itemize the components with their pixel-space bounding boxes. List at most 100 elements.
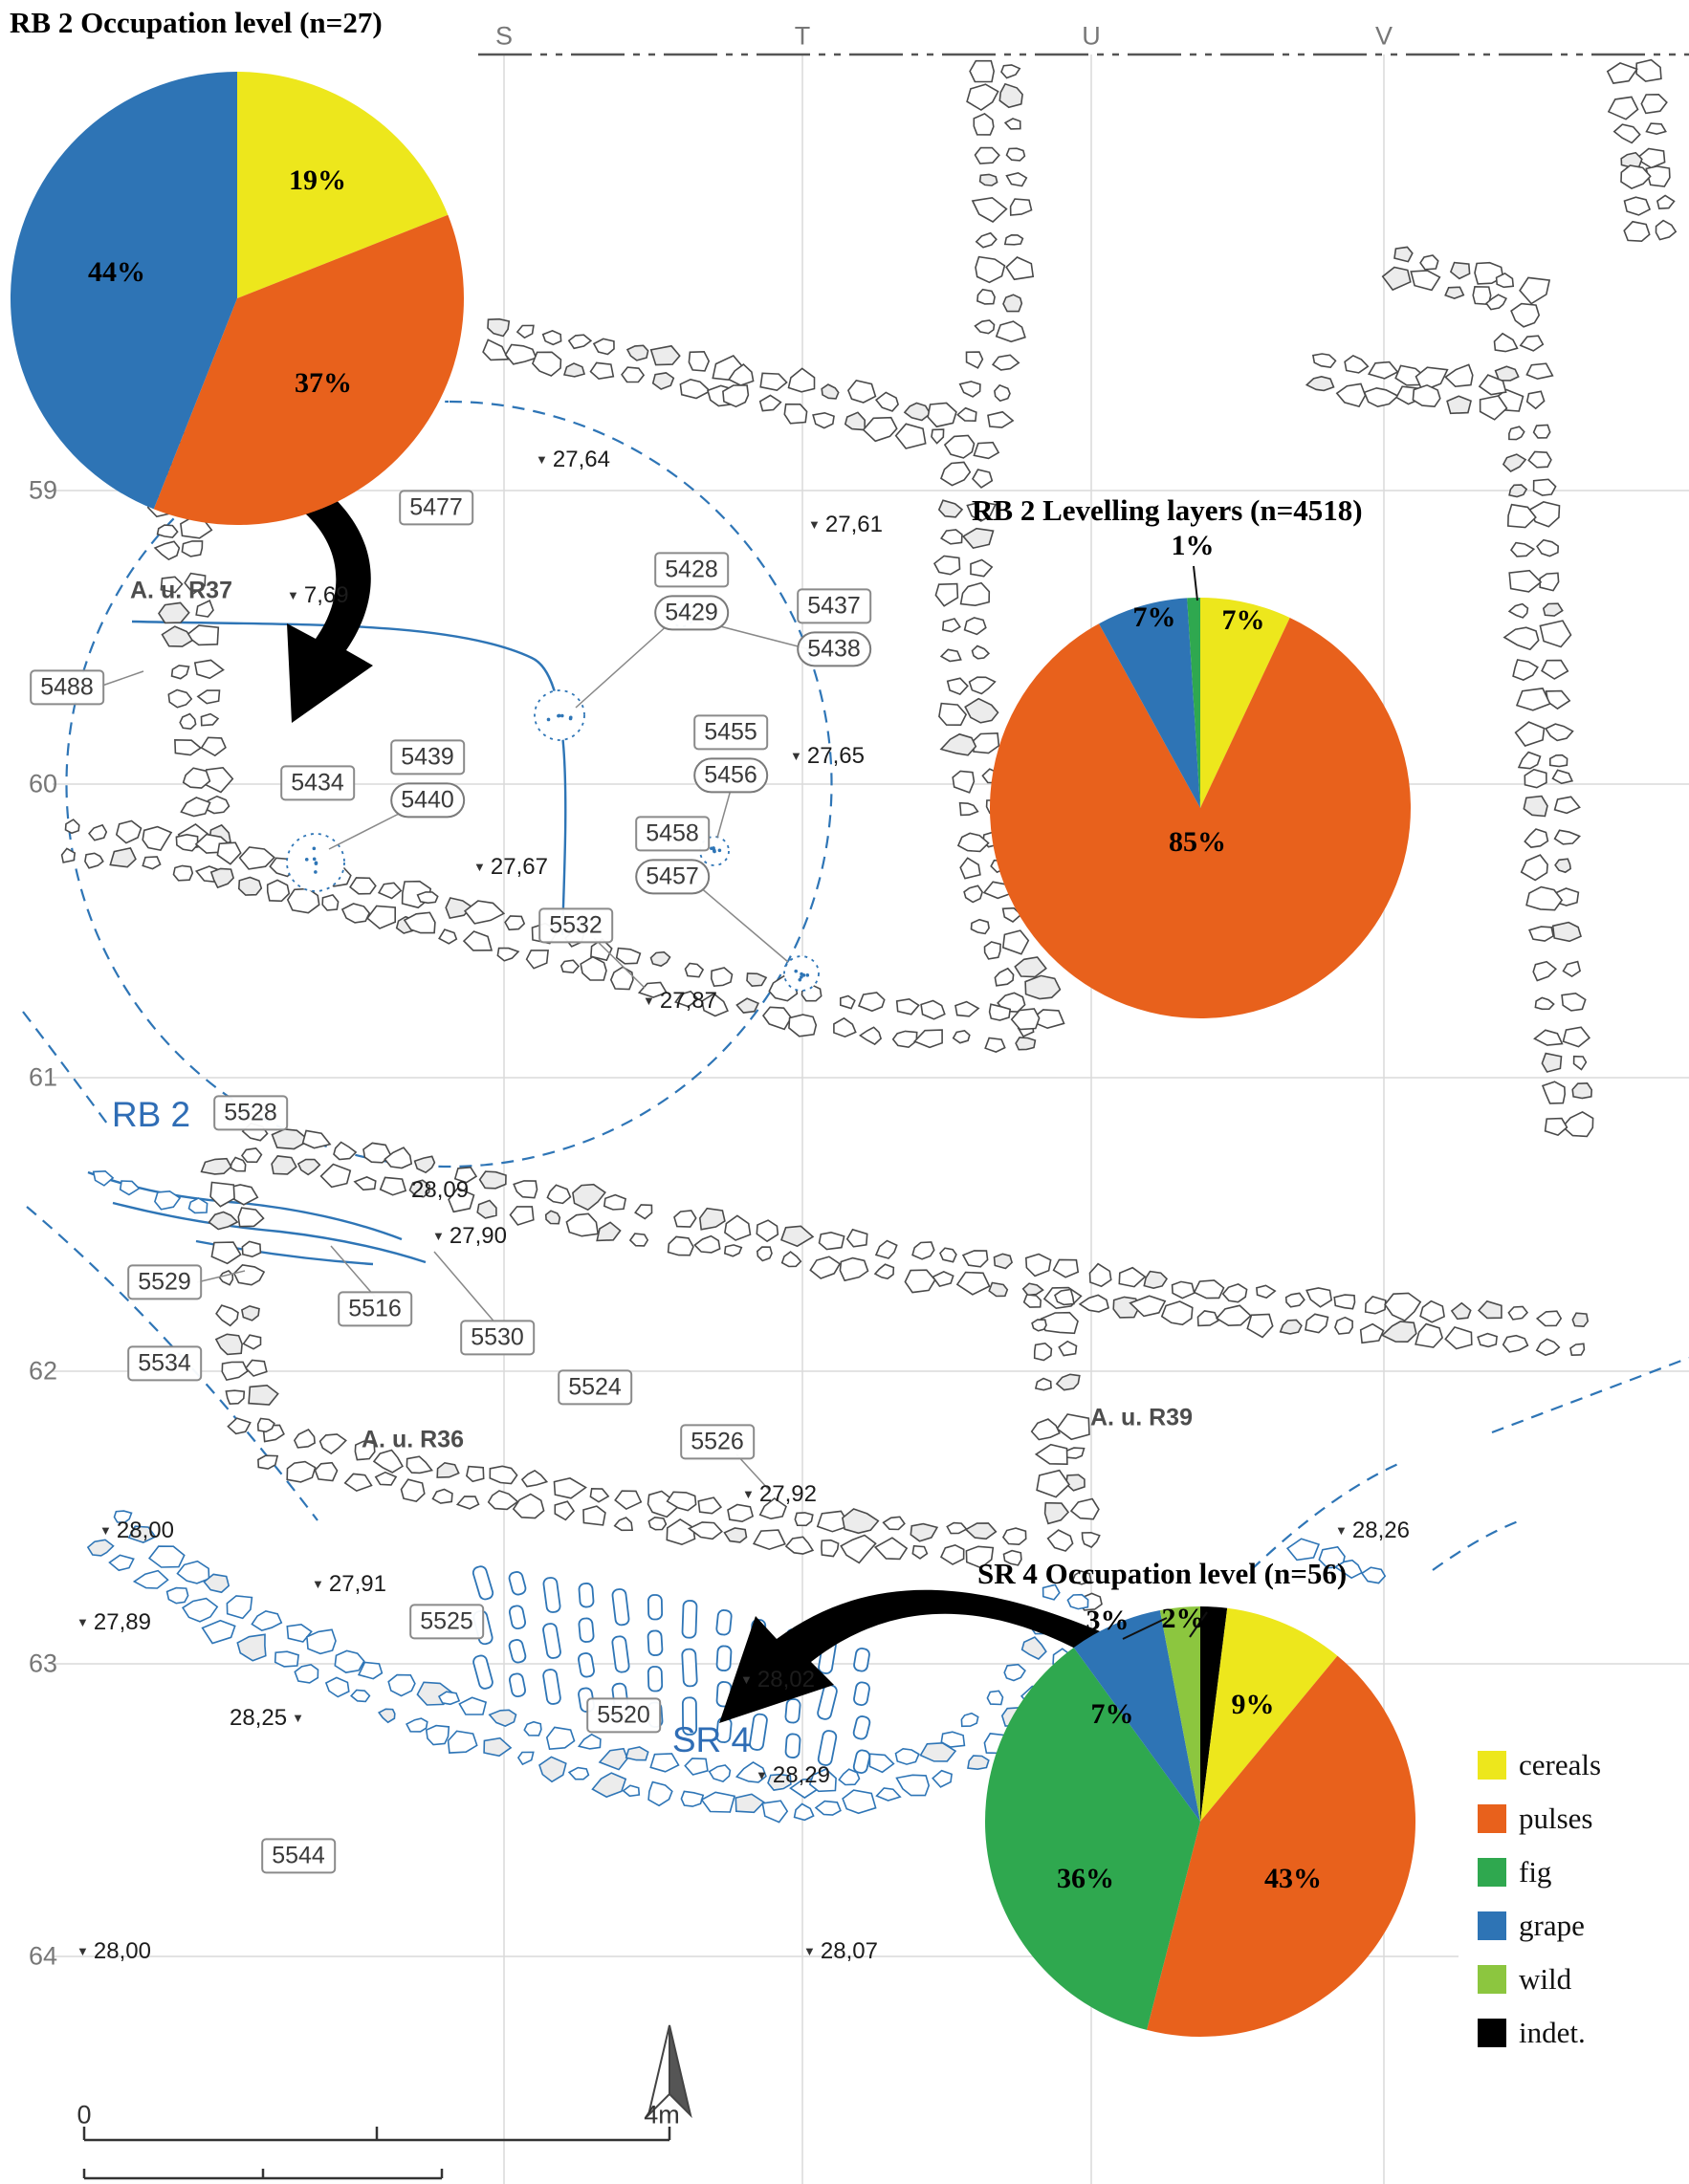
pie-slice-wild	[1159, 1606, 1200, 1822]
feature-label: 5532	[538, 907, 613, 944]
legend-label: pulses	[1519, 1802, 1593, 1835]
feature-label: 5455	[693, 714, 768, 751]
pie-slice-pulses	[1147, 1655, 1416, 2038]
elevation-value: 28,26	[1351, 1518, 1410, 1543]
feature-label: 5529	[127, 1264, 202, 1300]
pie-slice-grape	[10, 71, 237, 510]
elevation-marker: ▼ 28,02	[740, 1667, 815, 1693]
pie-slice-indet	[1200, 1606, 1228, 1822]
legend-swatch	[1478, 1911, 1506, 1940]
legend-item: indet.	[1478, 2006, 1601, 2060]
elevation-marker: 28,25 ▼	[230, 1705, 304, 1732]
elevation-marker: ▼ 27,92	[742, 1481, 817, 1508]
pie-slice-fig	[985, 1647, 1200, 2030]
feature-label: 5528	[213, 1095, 288, 1131]
feature-label: 5524	[558, 1369, 632, 1406]
legend-swatch	[1478, 1751, 1506, 1780]
elevation-marker: ▼ 27,90	[432, 1223, 507, 1250]
legend-item: wild	[1478, 1953, 1601, 2006]
elevation-marker: ▼ 28,26	[1335, 1518, 1410, 1544]
feature-label: 5526	[680, 1424, 755, 1460]
chart-title-sr4-occupation: SR 4 Occupation level (n=56)	[977, 1557, 1348, 1590]
feature-label: 5477	[399, 490, 473, 526]
feature-label: 5429	[654, 595, 729, 631]
elevation-marker: ▼ 28,29	[756, 1762, 830, 1789]
elevation-marker: ▼ 27,65	[790, 743, 865, 770]
elevation-triangle-icon: ▼	[432, 1229, 445, 1243]
area-label: A. u. R37	[130, 577, 232, 604]
pie-slice-cereals	[237, 72, 449, 298]
elevation-triangle-icon: ▼	[756, 1768, 768, 1782]
feature-label: 5428	[654, 552, 729, 588]
elevation-value: 27,92	[758, 1481, 817, 1507]
grid-row-label: 64	[28, 1941, 57, 1971]
feature-label: 5456	[693, 757, 768, 794]
feature-label: 5488	[30, 669, 104, 706]
annotation-arrow	[719, 1589, 1100, 1723]
elevation-marker: ▼ 28,00	[77, 1938, 151, 1965]
grid-row-label: 61	[28, 1062, 57, 1092]
legend-swatch	[1478, 1804, 1506, 1833]
elevation-value: 7,69	[303, 582, 349, 608]
annotation-arrow	[287, 490, 373, 723]
legend-label: cereals	[1519, 1748, 1602, 1781]
pie-slice-pulses	[153, 214, 465, 526]
elevation-value: 27,91	[328, 1571, 386, 1597]
legend-swatch	[1478, 2019, 1506, 2047]
legend-label: wild	[1519, 1962, 1572, 1996]
legend: cereals pulses fig grape wild indet.	[1478, 1738, 1601, 2060]
grid-row-label: 62	[28, 1356, 57, 1386]
pie-value-label: 19%	[289, 164, 346, 196]
feature-label: 5534	[127, 1345, 202, 1382]
elevation-marker: ▼ 28,07	[803, 1938, 878, 1965]
pie-slice-grape	[1099, 598, 1200, 808]
scale-bar-start-label: 0	[77, 2100, 92, 2129]
pie-value-label: 3%	[1086, 1605, 1130, 1636]
scale-bar	[82, 2127, 671, 2142]
legend-label: indet.	[1519, 2016, 1586, 2049]
elevation-triangle-icon: ▼	[803, 1944, 816, 1958]
elevation-triangle-icon: ▼	[473, 860, 486, 874]
elevation-value: 27,65	[806, 743, 865, 769]
elevation-triangle-icon: ▼	[740, 1672, 753, 1687]
legend-label: fig	[1519, 1855, 1552, 1889]
feature-label: 5437	[797, 588, 871, 624]
pie-value-label: 7%	[1133, 601, 1176, 633]
elevation-triangle-icon: ▼	[77, 1944, 89, 1958]
pie-chart-1: 19% 37% 44%	[10, 71, 465, 526]
elevation-value: 27,61	[824, 512, 883, 537]
elevation-triangle-icon: ▼	[808, 517, 821, 532]
feature-label: 5520	[586, 1697, 661, 1734]
elevation-value: 28,07	[820, 1938, 878, 1964]
grid-column-label: V	[1374, 21, 1393, 51]
elevation-value: 27,67	[490, 854, 548, 880]
pie-value-label: 36%	[1057, 1863, 1114, 1894]
feature-label: 5434	[280, 765, 355, 801]
elevation-triangle-icon: ▼	[643, 994, 655, 1008]
feature-label: 5438	[797, 631, 871, 667]
dashed-feature-line	[1250, 1461, 1401, 1571]
area-label: A. u. R36	[362, 1426, 464, 1453]
elevation-value: 27,90	[449, 1223, 507, 1249]
pie-slice-pulses	[989, 617, 1411, 1018]
scale-bar-end-label: 4m	[644, 2100, 680, 2129]
feature-label: 5457	[635, 859, 710, 895]
pie-slice-cereals	[1200, 598, 1290, 808]
feature-outline	[112, 1201, 427, 1264]
pie-value-label: 85%	[1169, 826, 1226, 858]
pie-slice-grape	[1073, 1609, 1200, 1822]
pie-value-label: 43%	[1264, 1863, 1322, 1894]
grid-row-label: 63	[28, 1649, 57, 1678]
legend-item: fig	[1478, 1845, 1601, 1899]
pie-value-label: 44%	[88, 256, 145, 288]
elevation-value: 27,89	[93, 1609, 151, 1635]
pie-value-label: 2%	[1162, 1603, 1205, 1634]
room-label: RB 2	[111, 1095, 191, 1134]
elevation-value: 28,02	[757, 1667, 815, 1693]
pie-slice-fig	[1187, 598, 1200, 808]
elevation-triangle-icon: ▼	[742, 1487, 755, 1501]
grid-row-label: 59	[28, 475, 57, 505]
elevation-triangle-icon: ▼	[99, 1523, 112, 1538]
feature-outline	[131, 620, 567, 936]
elevation-triangle-icon: ▼	[1335, 1523, 1348, 1538]
